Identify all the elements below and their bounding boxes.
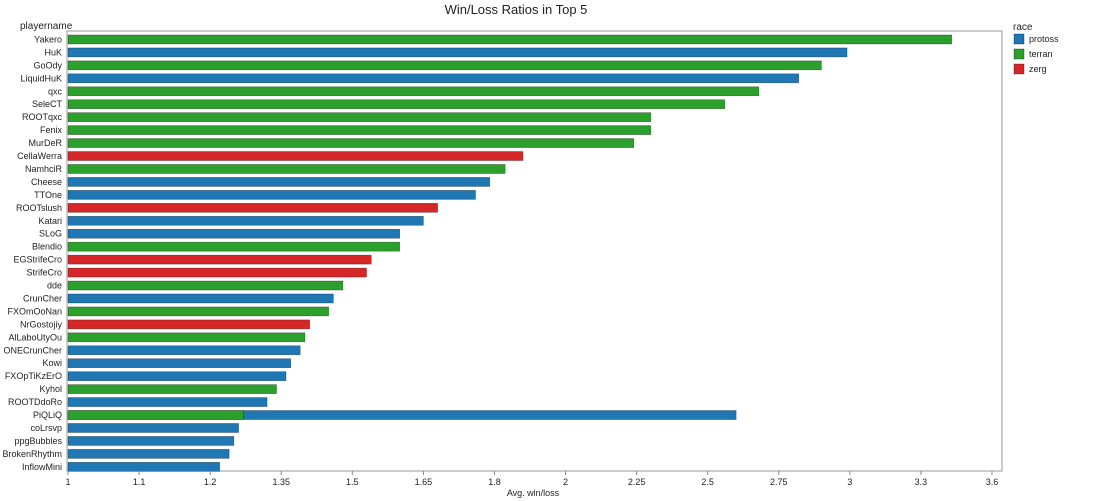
bar-GoOdy — [67, 60, 822, 71]
category-label: PiQLiQ — [33, 410, 62, 420]
bar-InflowMini — [67, 462, 220, 472]
category-label: TTOne — [34, 190, 62, 200]
x-tick-label: 2 — [563, 477, 568, 487]
category-label: SeleCT — [32, 99, 63, 109]
category-label: Kyhol — [39, 384, 62, 394]
bar-NrGostojiy — [67, 319, 310, 330]
category-label: ppgBubbles — [14, 436, 62, 446]
bar-Katari — [67, 215, 424, 226]
bar-SeleCT — [67, 99, 726, 110]
bar-ROOTDdoRo — [67, 397, 268, 407]
category-label: Cheese — [31, 177, 62, 187]
category-label: Kowi — [42, 358, 62, 368]
x-tick-label: 2.25 — [628, 477, 646, 487]
category-label: MurDeR — [28, 138, 62, 148]
x-tick-label: 2.75 — [770, 477, 788, 487]
bar-MurDeR — [67, 138, 635, 148]
bar-Kyhol — [67, 384, 277, 394]
bar-FXOpTiKzErO — [67, 371, 287, 381]
category-label: NrGostojiy — [20, 319, 63, 329]
bar-BrokenRhythm — [67, 449, 230, 459]
x-tick-label: 1.5 — [346, 477, 359, 487]
category-label: Blendio — [32, 242, 62, 252]
bars — [67, 34, 953, 472]
bar-ROOTqxc — [67, 112, 652, 122]
category-label: InflowMini — [22, 462, 62, 472]
bar-Cheese — [67, 177, 491, 187]
category-label: FXOpTiKzErO — [5, 371, 62, 381]
category-label: coLrsvp — [30, 423, 62, 433]
bar-ppgBubbles — [67, 436, 235, 446]
category-label: CrunCher — [23, 293, 62, 303]
legend-label-zerg: zerg — [1029, 64, 1047, 74]
x-tick-label: 1.65 — [415, 477, 433, 487]
x-tick-label: 3 — [847, 477, 852, 487]
category-label: GoOdy — [33, 60, 62, 70]
legend-label-protoss: protoss — [1029, 34, 1059, 44]
bar-TTOne — [67, 190, 476, 200]
bar-Yakero — [67, 34, 953, 45]
category-label: ROOTslush — [16, 203, 62, 213]
bar-EGStrifeCro — [67, 254, 372, 265]
bar-dde — [67, 280, 344, 291]
bar-FXOmOoNan — [67, 306, 329, 317]
bar-Kowi — [67, 358, 292, 369]
category-label: SLoG — [39, 229, 62, 239]
legend: race protoss terran zerg — [1013, 22, 1059, 75]
category-label: qxc — [48, 86, 63, 96]
category-label: ONECrunCher — [3, 345, 62, 355]
category-label: HuK — [44, 47, 62, 57]
bar-coLrsvp — [67, 423, 239, 433]
bar-CrunCher — [67, 293, 334, 304]
x-tick-label: 1 — [65, 477, 70, 487]
bar-AlLaboUtyOu — [67, 332, 306, 343]
category-label: Katari — [38, 216, 62, 226]
bar-Blendio — [67, 241, 400, 252]
category-label: dde — [47, 281, 62, 291]
bar-LiquidHuK — [67, 73, 799, 84]
legend-swatch-terran — [1013, 48, 1025, 60]
legend-swatch-zerg — [1013, 63, 1025, 75]
x-tick-label: 3.6 — [986, 477, 999, 487]
bar-StrifeCro — [67, 267, 367, 278]
category-label: FXOmOoNan — [7, 306, 62, 316]
x-tick-label: 1.2 — [204, 477, 217, 487]
bar-PiQLiQ-terran — [67, 410, 244, 420]
x-tick-label: 1.35 — [272, 477, 290, 487]
bar-Fenix — [67, 125, 652, 135]
chart-title: Win/Loss Ratios in Top 5 — [445, 2, 588, 17]
legend-title: race — [1013, 22, 1033, 33]
y-dimension-label: playername — [20, 21, 73, 32]
category-label: Yakero — [34, 34, 62, 44]
x-tick-label: 1.8 — [488, 477, 501, 487]
category-label: LiquidHuK — [20, 73, 62, 83]
category-label: CellaWerra — [17, 151, 62, 161]
category-label: NamhciR — [25, 164, 63, 174]
bar-ONECrunCher — [67, 345, 301, 356]
x-tick-label: 3.3 — [915, 477, 928, 487]
bar-ROOTslush — [67, 203, 438, 213]
x-axis: 1 1.1 1.2 1.35 1.5 1.65 1.8 2 2.25 2.5 2.75 3 3.3 3.6 — [65, 471, 998, 487]
category-label: Fenix — [40, 125, 63, 135]
category-labels: Yakero HuK GoOdy LiquidHuK qxc SeleCT ROOTqxc F… — [2, 34, 62, 471]
category-label: BrokenRhythm — [2, 449, 62, 459]
category-label: StrifeCro — [26, 268, 62, 278]
bar-CellaWerra — [67, 151, 524, 161]
x-tick-label: 2.5 — [701, 477, 714, 487]
bar-HuK — [67, 47, 848, 58]
x-axis-title: Avg. win/loss — [507, 488, 560, 498]
category-label: ROOTqxc — [22, 112, 63, 122]
bar-NamhciR — [67, 164, 506, 174]
legend-swatch-protoss — [1013, 33, 1025, 45]
bar-SLoG — [67, 228, 400, 239]
category-label: AlLaboUtyOu — [8, 332, 62, 342]
category-label: EGStrifeCro — [13, 255, 62, 265]
bar-qxc — [67, 86, 760, 97]
legend-label-terran: terran — [1029, 49, 1053, 59]
plot-frame — [66, 30, 1003, 472]
category-label: ROOTDdoRo — [8, 397, 62, 407]
x-tick-label: 1.1 — [133, 477, 146, 487]
